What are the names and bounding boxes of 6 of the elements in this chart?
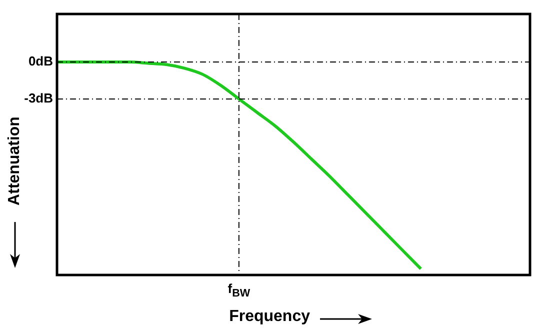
- y-axis-title: Attenuation: [6, 116, 24, 208]
- x-axis-title: Frequency: [228, 308, 310, 326]
- y-tick-label: -3dB: [24, 90, 53, 106]
- y-tick-label: 0dB: [28, 54, 53, 69]
- line-series: [56, 60, 422, 270]
- x-tick-label: f$_{BW}$: [226, 281, 252, 300]
